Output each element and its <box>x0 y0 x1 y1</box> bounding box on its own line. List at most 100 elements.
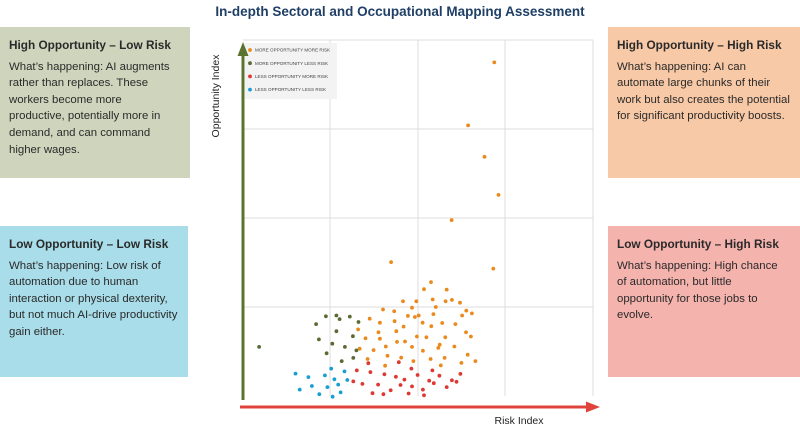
data-point <box>491 266 496 271</box>
data-point <box>429 280 433 284</box>
data-point <box>465 352 470 357</box>
data-point <box>422 393 426 398</box>
data-point <box>371 348 376 352</box>
data-point <box>398 383 403 387</box>
x-axis-arrowhead <box>586 401 600 413</box>
data-point <box>342 369 347 374</box>
quadrant-description: What’s happening: High chance of automat… <box>617 259 778 322</box>
data-point <box>415 334 419 339</box>
data-point <box>444 385 449 389</box>
data-point <box>401 324 406 329</box>
data-point <box>452 344 457 349</box>
quadrant-title: High Opportunity – Low Risk <box>9 38 171 52</box>
data-point <box>381 307 385 312</box>
data-point <box>430 368 435 373</box>
data-point <box>378 336 382 341</box>
data-point <box>440 321 445 325</box>
data-point <box>329 366 334 371</box>
data-point <box>383 344 388 349</box>
data-point <box>406 391 411 396</box>
plot-grid <box>243 39 594 396</box>
data-point <box>395 340 399 344</box>
data-point <box>453 322 458 326</box>
data-point <box>454 379 459 384</box>
data-point <box>363 336 368 341</box>
legend-marker <box>248 48 252 52</box>
data-point <box>427 378 432 383</box>
data-point <box>421 348 425 353</box>
data-point <box>401 299 405 304</box>
data-point <box>347 314 352 319</box>
data-point <box>394 329 399 334</box>
legend-marker <box>248 74 252 79</box>
data-point <box>437 373 442 378</box>
data-point <box>430 297 435 302</box>
legend: MORE OPPORTUNITY MORE RISK MORE OPPORTUNI… <box>245 43 337 99</box>
data-point <box>402 377 407 382</box>
data-point <box>431 312 436 316</box>
data-point <box>370 391 375 396</box>
quadrant-title: High Opportunity – High Risk <box>617 38 782 52</box>
data-point <box>376 382 380 387</box>
data-point <box>399 355 404 360</box>
data-points <box>257 60 501 399</box>
data-point <box>438 363 443 368</box>
legend-marker <box>248 61 252 66</box>
data-point <box>406 314 410 318</box>
data-point <box>324 351 329 356</box>
quadrant-description: What’s happening: AI can automate large … <box>617 60 790 123</box>
data-point <box>464 330 468 335</box>
data-point <box>444 287 449 292</box>
data-point <box>338 390 343 395</box>
data-point <box>351 356 356 360</box>
data-point <box>323 373 327 378</box>
data-point <box>449 218 454 223</box>
data-point <box>414 299 419 304</box>
data-point <box>428 357 433 361</box>
data-point <box>330 341 335 346</box>
quadrant-box-high-opportunity-high-risk: High Opportunity – High Risk What’s happ… <box>608 27 800 178</box>
data-point <box>420 320 425 325</box>
data-point <box>411 359 416 363</box>
data-point <box>330 394 335 399</box>
data-point <box>450 298 454 302</box>
data-point <box>351 379 356 384</box>
data-point <box>310 384 314 388</box>
data-point <box>343 345 347 349</box>
data-point <box>410 345 414 349</box>
data-point <box>424 335 429 340</box>
data-point <box>396 360 401 365</box>
data-point <box>376 330 381 335</box>
data-point <box>332 377 337 382</box>
data-point <box>496 193 501 197</box>
data-point <box>410 305 414 310</box>
data-point <box>403 339 407 344</box>
data-point <box>325 385 330 389</box>
data-point <box>433 305 438 309</box>
data-point <box>392 309 397 314</box>
legend-background <box>245 43 337 99</box>
data-point <box>469 334 473 339</box>
data-point <box>470 311 474 316</box>
data-point <box>334 329 339 334</box>
data-point <box>366 361 371 366</box>
data-point <box>293 371 298 376</box>
data-point <box>482 154 487 159</box>
data-point <box>459 361 464 365</box>
legend-entry: MORE OPPORTUNITY MORE RISK <box>255 48 331 53</box>
data-point <box>378 320 382 325</box>
axes <box>237 42 600 413</box>
data-point <box>368 370 373 374</box>
data-point <box>443 299 448 304</box>
data-point <box>410 384 414 389</box>
data-point <box>415 373 420 377</box>
legend-entry: LESS OPPORTUNITY LESS RISK <box>255 87 327 92</box>
legend-marker <box>248 87 252 92</box>
data-point <box>365 357 370 361</box>
data-point <box>450 378 454 383</box>
data-point <box>431 381 436 386</box>
x-axis-label: Risk Index <box>494 415 544 427</box>
data-point <box>381 392 386 397</box>
quadrant-box-high-opportunity-low-risk: High Opportunity – Low Risk What’s happe… <box>0 27 190 178</box>
chart-title: In-depth Sectoral and Occupational Mappi… <box>215 4 585 19</box>
